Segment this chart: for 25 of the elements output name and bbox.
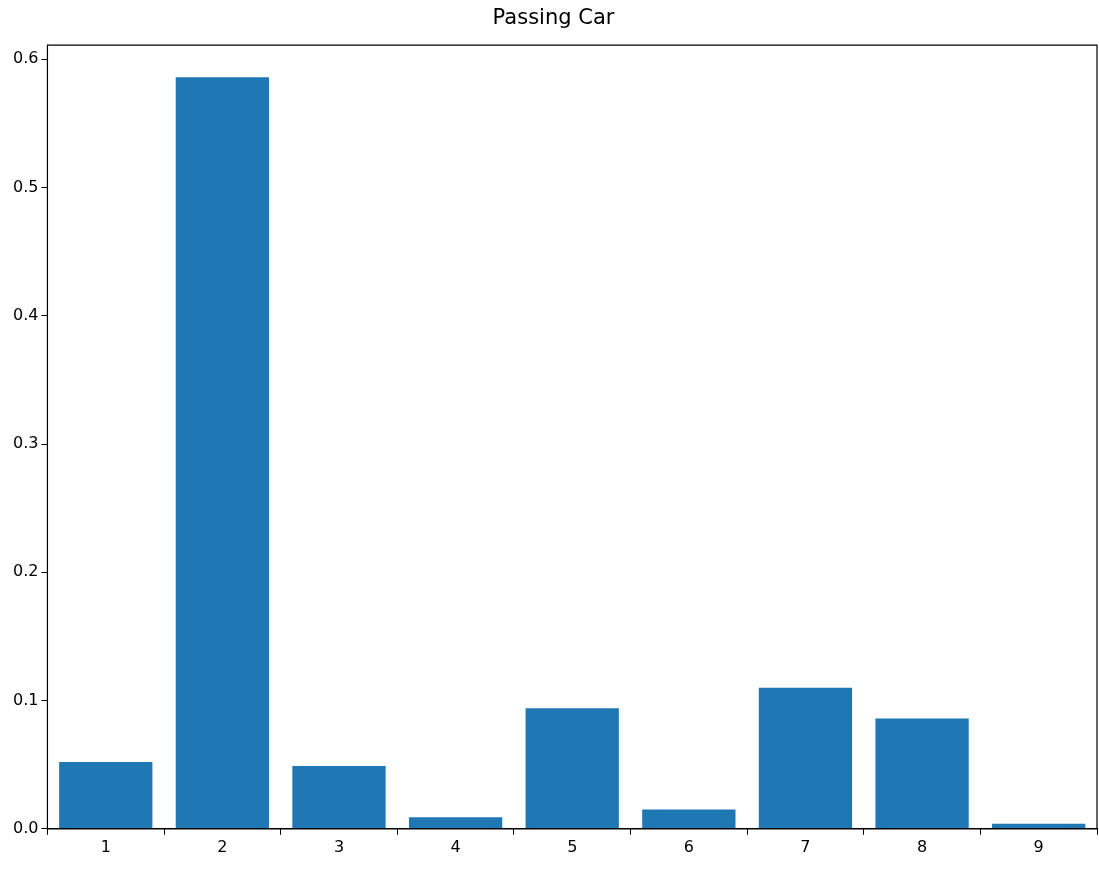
x-tick-label: 3: [333, 836, 345, 856]
x-tick-label: 4: [450, 836, 461, 856]
y-tick-label: 0.1: [12, 689, 39, 709]
bar: [642, 809, 736, 829]
y-tick-label: 0.4: [12, 304, 39, 324]
y-tick-label: 0.3: [12, 433, 39, 453]
bar: [758, 687, 853, 829]
bar: [525, 708, 619, 829]
x-tick-label: 1: [100, 836, 111, 856]
x-tick-label: 9: [1033, 836, 1044, 856]
y-tick-label: 0.2: [12, 561, 39, 581]
y-tick-label: 0.5: [12, 176, 39, 196]
bar: [408, 817, 503, 829]
x-tick-label: 2: [217, 836, 228, 856]
x-tick-label: 7: [800, 836, 811, 856]
x-tick-label: 8: [916, 836, 928, 856]
y-tick-label: 0.0: [12, 817, 39, 837]
chart-title: Passing Car: [492, 5, 615, 30]
bar: [175, 77, 270, 829]
bar: [292, 765, 386, 829]
x-tick-label: 6: [683, 836, 694, 856]
bar: [875, 718, 969, 829]
bar: [59, 762, 153, 829]
x-tick-label: 5: [567, 836, 578, 856]
y-tick-label: 0.6: [12, 48, 39, 68]
